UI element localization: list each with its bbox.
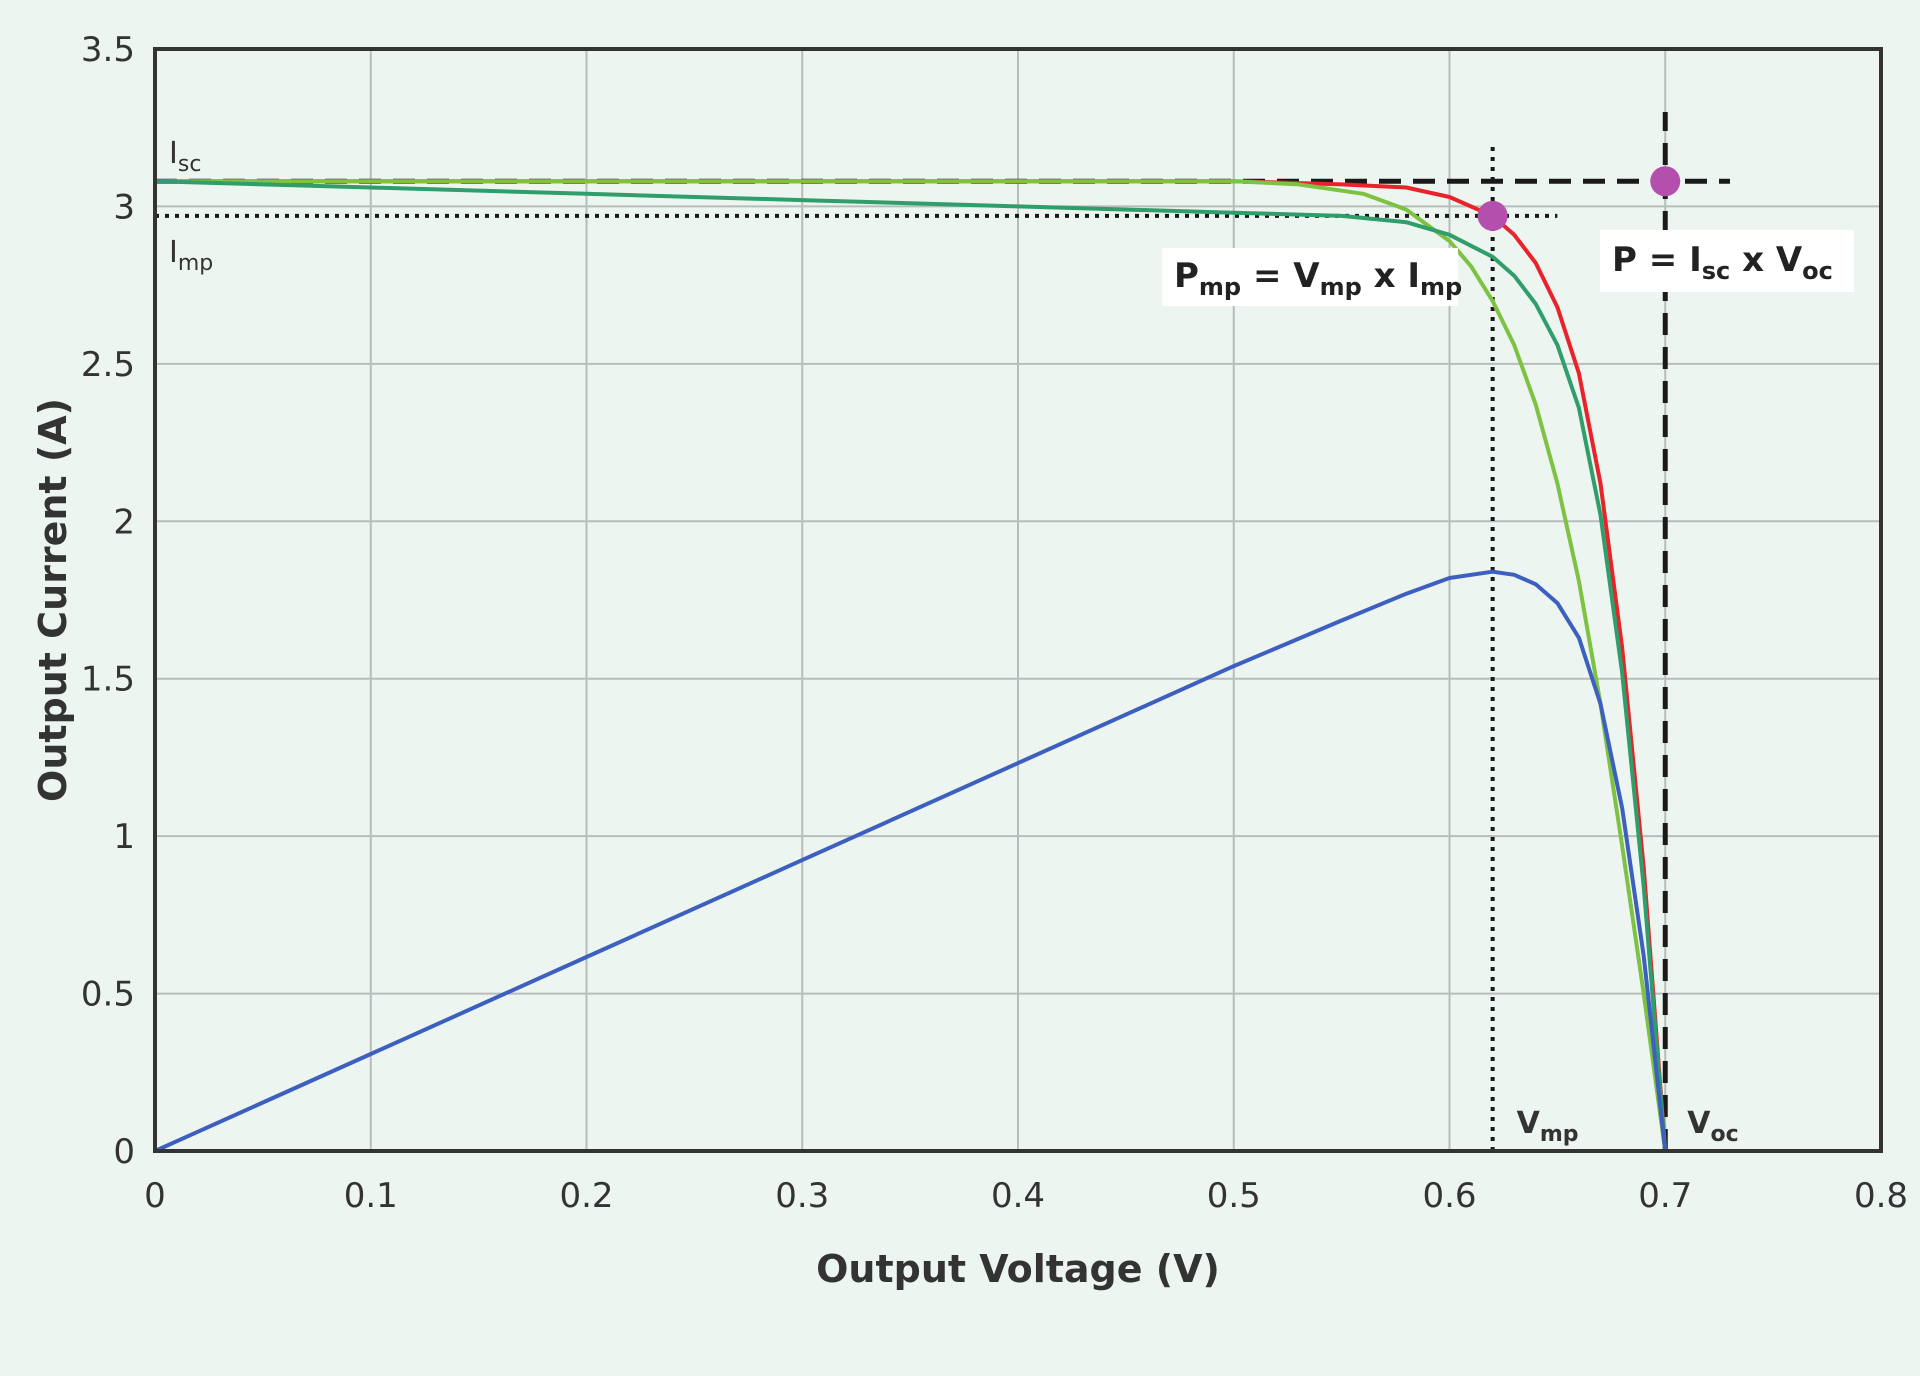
x-tick-label: 0.2 xyxy=(559,1176,613,1216)
x-tick-label: 0.3 xyxy=(775,1176,829,1216)
maximum-power-point-marker xyxy=(1477,200,1508,231)
x-axis-title: Output Voltage (V) xyxy=(816,1247,1220,1291)
series-line-3 xyxy=(154,179,1668,1152)
voc-label: Voc xyxy=(1687,1106,1738,1147)
tick-labels: 0 0.1 0.2 0.3 0.4 0.5 0.6 0.7 0.8 0 0.5 1 1.5 2 2.5 3 3.… xyxy=(81,30,1908,1216)
p-formula-box xyxy=(1600,230,1854,292)
plot-frame xyxy=(153,47,1883,1153)
y-axis-title: Output Current (A) xyxy=(31,398,75,802)
x-tick-label: 0.5 xyxy=(1207,1176,1261,1216)
series-line-4 xyxy=(154,569,1668,1153)
y-tick-label: 1 xyxy=(113,817,135,857)
y-tick-label: 2.5 xyxy=(81,345,135,385)
series-line-2 xyxy=(155,179,1668,1152)
x-tick-label: 0.7 xyxy=(1638,1176,1692,1216)
y-tick-label: 1.5 xyxy=(81,660,135,700)
pmp-formula: Pmp = Vmp x Imp xyxy=(1174,256,1462,301)
x-tick-label: 0.6 xyxy=(1422,1176,1476,1216)
y-tick-label: 3 xyxy=(113,187,135,227)
x-tick-label: 0.8 xyxy=(1854,1176,1908,1216)
marker-points xyxy=(1477,166,1681,231)
Isc-x-Voc-point-marker xyxy=(1650,166,1681,197)
pmp-formula-box xyxy=(1162,248,1458,306)
isc-label: Isc xyxy=(169,136,201,177)
y-tick-label: 0.5 xyxy=(81,975,135,1015)
vmp-label: Vmp xyxy=(1517,1106,1579,1147)
y-tick-label: 2 xyxy=(113,502,135,542)
x-tick-label: 0.4 xyxy=(991,1176,1045,1216)
y-tick-label: 3.5 xyxy=(81,30,135,70)
series-lines xyxy=(154,179,1668,1153)
x-tick-label: 0 xyxy=(144,1176,166,1216)
x-tick-label: 0.1 xyxy=(344,1176,398,1216)
series-line-1 xyxy=(155,179,1668,1152)
imp-label: Imp xyxy=(169,235,213,276)
reference-lines: Isc Imp Vmp Voc xyxy=(155,111,1739,1151)
p-formula: P = Isc x Voc xyxy=(1612,240,1833,285)
y-tick-label: 0 xyxy=(113,1132,135,1172)
annotations: Pmp = Vmp x Imp P = Isc x Voc xyxy=(1162,230,1854,306)
